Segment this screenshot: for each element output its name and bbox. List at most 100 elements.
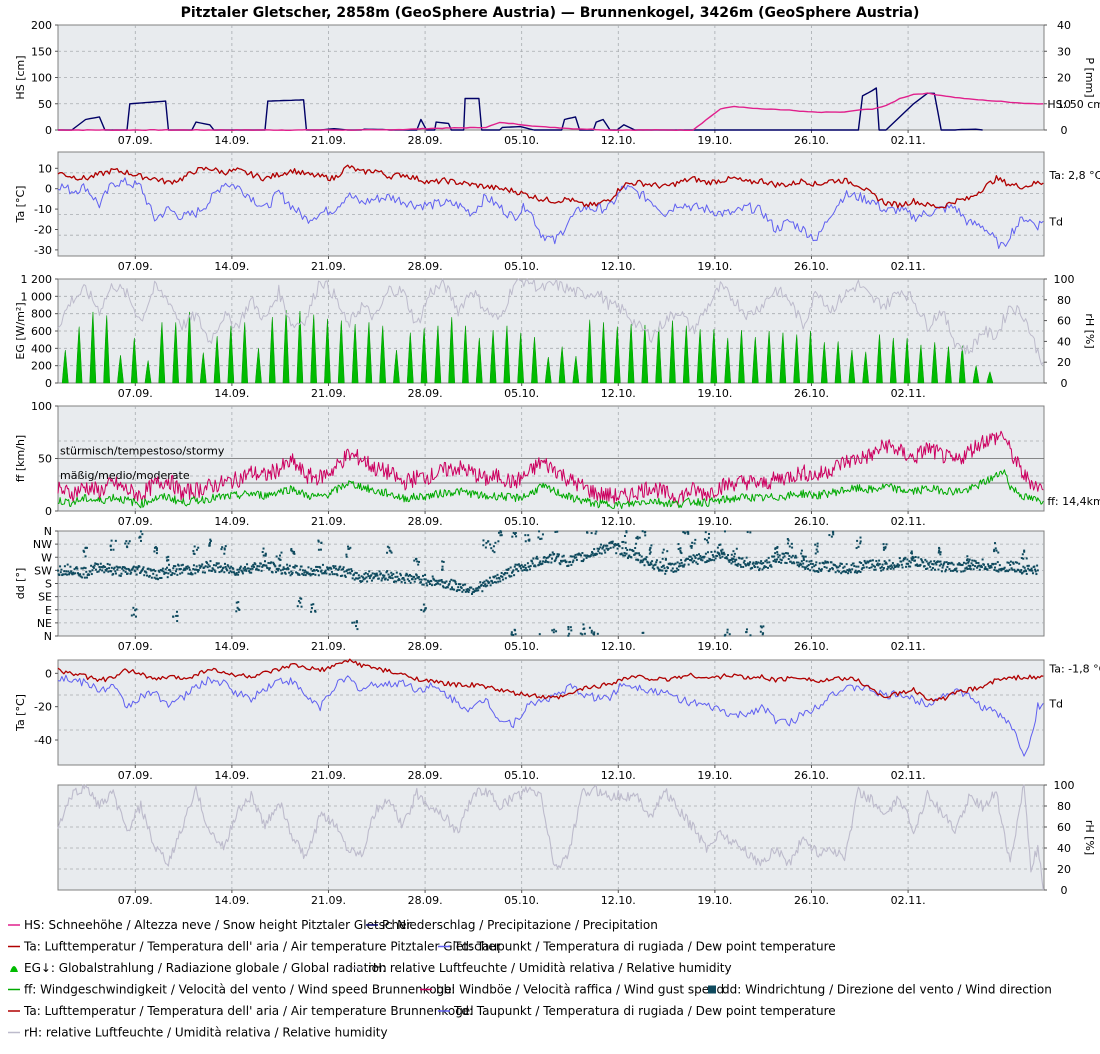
direction-point bbox=[825, 566, 828, 569]
direction-point bbox=[491, 581, 494, 584]
direction-point bbox=[714, 557, 717, 560]
direction-point bbox=[157, 569, 160, 572]
direction-point bbox=[662, 564, 665, 567]
direction-point bbox=[82, 549, 85, 552]
direction-point bbox=[567, 628, 570, 631]
y-right-tick-label: 0 bbox=[1061, 124, 1068, 137]
direction-point bbox=[813, 565, 816, 568]
direction-point bbox=[138, 536, 141, 539]
direction-point bbox=[555, 555, 558, 558]
direction-point bbox=[163, 572, 166, 575]
direction-point bbox=[342, 566, 345, 569]
direction-point bbox=[488, 576, 491, 579]
x-tick-label: 05.10. bbox=[504, 387, 539, 400]
direction-point bbox=[355, 572, 358, 575]
direction-point bbox=[457, 583, 460, 586]
y-tick-label: 1 000 bbox=[21, 290, 53, 303]
x-tick-label: 14.09. bbox=[214, 260, 249, 273]
x-tick-label: 28.09. bbox=[408, 640, 443, 653]
direction-point bbox=[304, 574, 307, 577]
direction-point bbox=[72, 571, 75, 574]
direction-point bbox=[534, 565, 537, 568]
y-right-tick-label: 20 bbox=[1057, 863, 1071, 876]
direction-point bbox=[176, 620, 179, 623]
direction-point bbox=[974, 560, 977, 563]
direction-point bbox=[722, 551, 725, 554]
direction-point bbox=[498, 577, 501, 580]
direction-point bbox=[482, 544, 485, 547]
direction-point bbox=[149, 568, 152, 571]
direction-point bbox=[677, 548, 680, 551]
direction-point bbox=[886, 568, 889, 571]
direction-point bbox=[862, 564, 865, 567]
direction-point bbox=[507, 567, 510, 570]
direction-point bbox=[967, 561, 970, 564]
direction-point bbox=[964, 567, 967, 570]
direction-point bbox=[792, 561, 795, 564]
direction-point bbox=[312, 572, 315, 575]
direction-point bbox=[244, 568, 247, 571]
radiation-peak bbox=[503, 325, 511, 384]
direction-point bbox=[909, 561, 912, 564]
direction-point bbox=[433, 583, 436, 586]
x-tick-label: 28.09. bbox=[408, 260, 443, 273]
direction-point bbox=[224, 565, 227, 568]
y-tick-label: 150 bbox=[31, 45, 52, 58]
y-axis-label: ff [km/h] bbox=[14, 435, 27, 482]
direction-point bbox=[471, 592, 473, 595]
direction-point bbox=[296, 605, 299, 608]
direction-point bbox=[884, 562, 887, 565]
direction-point bbox=[980, 566, 983, 569]
direction-point bbox=[384, 577, 387, 580]
direction-point bbox=[287, 568, 290, 571]
direction-point bbox=[393, 580, 396, 583]
radiation-peak bbox=[807, 330, 814, 384]
direction-point bbox=[390, 571, 393, 574]
direction-point bbox=[591, 552, 594, 555]
legend-label: Td: Taupunkt / Temperatura di rugiada / … bbox=[453, 940, 836, 954]
direction-point bbox=[208, 569, 211, 572]
direction-point bbox=[745, 556, 748, 559]
direction-point bbox=[810, 559, 813, 562]
direction-point bbox=[621, 547, 624, 550]
direction-point bbox=[422, 610, 425, 613]
direction-point bbox=[885, 561, 887, 564]
direction-point bbox=[253, 562, 256, 565]
direction-point bbox=[497, 540, 500, 543]
y-right-tick-label: 100 bbox=[1054, 779, 1075, 792]
direction-point bbox=[268, 568, 271, 571]
direction-point bbox=[117, 566, 120, 569]
y-tick-label: 100 bbox=[31, 72, 52, 85]
direction-point bbox=[466, 588, 469, 591]
radiation-peak bbox=[144, 360, 152, 384]
direction-point bbox=[310, 567, 313, 570]
direction-point bbox=[882, 548, 885, 551]
direction-point bbox=[861, 567, 864, 570]
direction-point bbox=[362, 578, 365, 581]
x-tick-label: 12.10. bbox=[601, 515, 636, 528]
direction-point bbox=[1021, 553, 1024, 556]
direction-point bbox=[528, 568, 531, 571]
direction-point bbox=[360, 575, 363, 578]
direction-point bbox=[275, 555, 278, 558]
direction-point bbox=[657, 567, 660, 570]
direction-point bbox=[822, 562, 825, 565]
direction-point bbox=[424, 607, 427, 610]
direction-point bbox=[910, 551, 913, 554]
direction-point bbox=[1016, 561, 1019, 564]
direction-point bbox=[317, 570, 320, 573]
direction-point bbox=[499, 580, 502, 583]
direction-point bbox=[464, 590, 467, 593]
direction-point bbox=[324, 570, 327, 573]
direction-point bbox=[515, 535, 518, 538]
direction-point bbox=[430, 584, 433, 587]
direction-point bbox=[297, 600, 300, 603]
direction-point bbox=[595, 530, 598, 533]
direction-point bbox=[1036, 564, 1039, 567]
direction-point bbox=[867, 560, 870, 563]
direction-point bbox=[1031, 572, 1034, 575]
direction-point bbox=[147, 567, 150, 570]
direction-point bbox=[978, 564, 981, 567]
direction-point bbox=[805, 560, 808, 563]
direction-point bbox=[713, 550, 716, 553]
